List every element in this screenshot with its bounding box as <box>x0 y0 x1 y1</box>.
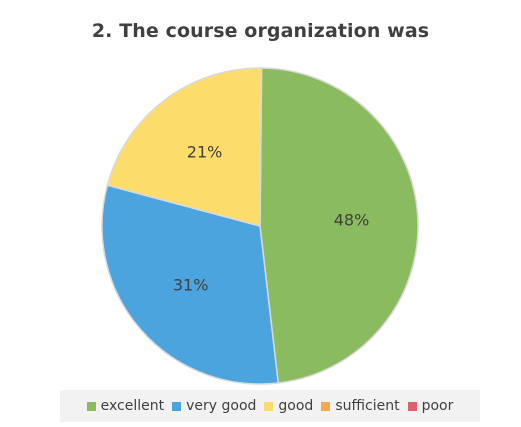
pie-slice-excellent <box>259 67 419 384</box>
legend-swatch <box>264 401 274 411</box>
legend-swatch <box>321 401 331 411</box>
legend-swatch <box>172 401 182 411</box>
legend-item-excellent: excellent <box>86 398 165 414</box>
legend-label: excellent <box>100 398 165 414</box>
legend-swatch <box>86 401 96 411</box>
legend-item-sufficient: sufficient <box>321 398 400 414</box>
legend-label: sufficient <box>335 398 400 414</box>
legend-label: poor <box>421 398 454 414</box>
chart-title: 2. The course organization was <box>91 20 430 42</box>
legend-item-poor: poor <box>407 398 454 414</box>
chart-legend: excellent very good good sufficient poor <box>60 390 480 422</box>
legend-label: very good <box>186 398 257 414</box>
pie-slice-good <box>106 67 263 227</box>
legend-label: good <box>278 398 314 414</box>
legend-swatch <box>407 401 417 411</box>
slice-label-excellent: 48% <box>334 211 370 230</box>
slice-label-very-good: 31% <box>173 275 209 294</box>
slice-label-good: 21% <box>187 143 223 162</box>
legend-item-very-good: very good <box>172 398 256 414</box>
pie-slice-very-good <box>101 184 280 385</box>
legend-item-good: good <box>264 398 313 414</box>
pie-chart: 48% 31% 21% <box>101 67 419 385</box>
